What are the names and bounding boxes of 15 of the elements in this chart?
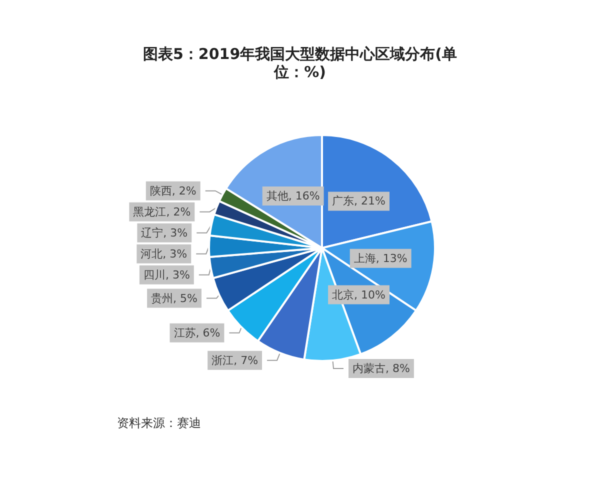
text: 资料来源：赛迪: [117, 416, 201, 430]
slice-label: 黑龙江, 2%: [133, 205, 191, 218]
slice-label: 北京, 10%: [332, 288, 386, 302]
slice-label: 内蒙古, 8%: [352, 362, 410, 375]
slice-label: 四川, 3%: [143, 268, 190, 282]
slice-label: 贵州, 5%: [151, 292, 198, 305]
slice-label: 辽宁, 3%: [141, 226, 188, 240]
slice-label: 江苏, 6%: [174, 326, 220, 340]
chart-title: 图表5：2019年我国大型数据中心区域分布(单位：%): [142, 45, 458, 81]
slice-label: 陕西, 2%: [150, 184, 196, 198]
slice-label: 浙江, 7%: [212, 354, 258, 367]
slice-label: 广东, 21%: [332, 194, 386, 208]
slice-label: 河北, 3%: [140, 247, 188, 260]
slice-label: 其他, 16%: [266, 190, 320, 203]
slice-label: 上海, 13%: [354, 252, 408, 265]
